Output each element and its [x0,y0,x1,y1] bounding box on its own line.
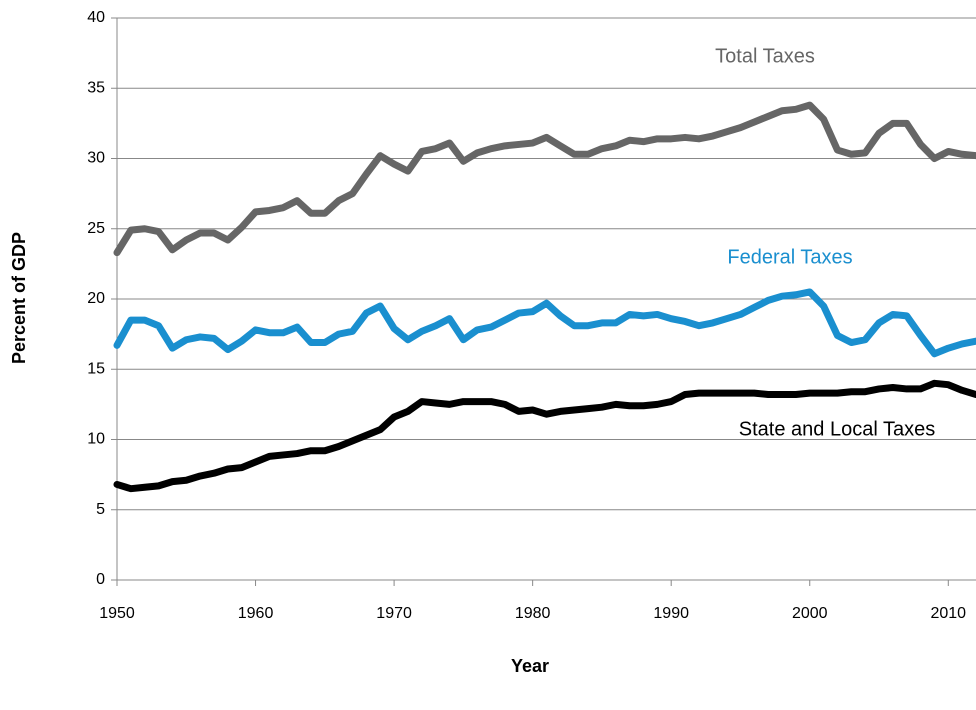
series-label: Federal Taxes [727,246,852,268]
y-tick-label: 5 [96,501,105,518]
y-tick-label: 10 [87,431,105,448]
x-tick-label: 2010 [930,605,966,622]
y-tick-label: 30 [87,150,105,167]
y-tick-label: 15 [87,360,105,377]
x-tick-label: 1970 [376,605,412,622]
x-tick-label: 1960 [238,605,274,622]
series-label: Total Taxes [715,45,815,67]
series-line [113,379,976,493]
series-line [113,288,976,358]
series-line [113,101,976,257]
y-tick-label: 20 [87,290,105,307]
x-tick-label: 1950 [99,605,135,622]
y-tick-label: 35 [87,79,105,96]
y-tick-label: 25 [87,220,105,237]
x-tick-label: 2000 [792,605,828,622]
x-tick-label: 1980 [515,605,551,622]
series-label: State and Local Taxes [739,418,935,440]
y-tick-label: 0 [96,571,105,588]
x-axis-label: Year [511,656,549,676]
y-axis-label: Percent of GDP [9,232,29,364]
x-tick-label: 1990 [653,605,689,622]
y-tick-label: 40 [87,9,105,26]
